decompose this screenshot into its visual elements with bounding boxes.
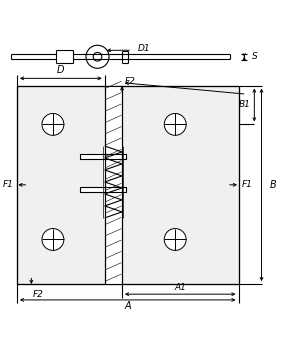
Circle shape <box>42 113 64 135</box>
Text: A1: A1 <box>174 283 186 292</box>
Text: B1: B1 <box>239 100 251 109</box>
Bar <box>17 86 239 284</box>
Text: F2: F2 <box>125 77 136 86</box>
Text: F1: F1 <box>3 180 14 189</box>
Circle shape <box>86 45 109 68</box>
Bar <box>17 86 239 284</box>
Text: A: A <box>125 301 131 311</box>
Bar <box>105 86 122 284</box>
Circle shape <box>93 52 102 61</box>
Text: B: B <box>270 180 277 190</box>
Bar <box>80 154 126 159</box>
Bar <box>17 86 239 284</box>
Bar <box>103 146 123 218</box>
Text: F1: F1 <box>242 180 252 189</box>
Circle shape <box>42 229 64 251</box>
Bar <box>80 187 126 192</box>
Text: F2: F2 <box>33 290 44 299</box>
Text: S: S <box>251 52 257 61</box>
Circle shape <box>164 113 186 135</box>
Text: D: D <box>57 65 65 75</box>
Circle shape <box>164 229 186 251</box>
Text: D1: D1 <box>138 44 150 53</box>
